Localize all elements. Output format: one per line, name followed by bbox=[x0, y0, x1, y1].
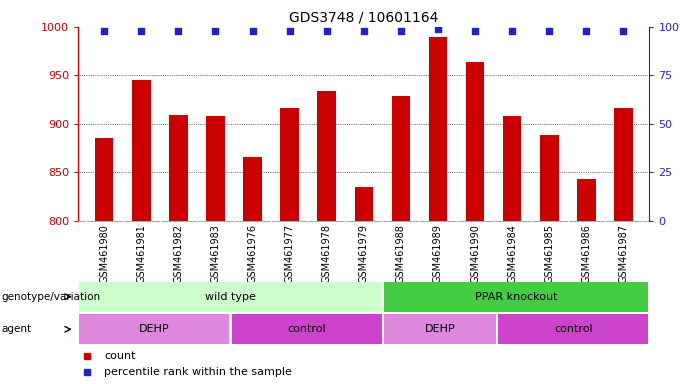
Text: GSM461990: GSM461990 bbox=[470, 224, 480, 283]
Bar bbox=[354, 187, 373, 221]
Text: DEHP: DEHP bbox=[139, 324, 170, 334]
Bar bbox=[577, 179, 596, 221]
Text: percentile rank within the sample: percentile rank within the sample bbox=[104, 366, 292, 377]
Text: GSM461986: GSM461986 bbox=[581, 224, 592, 283]
Title: GDS3748 / 10601164: GDS3748 / 10601164 bbox=[289, 10, 439, 24]
Bar bbox=[232, 314, 381, 344]
Text: agent: agent bbox=[1, 324, 31, 334]
Text: GSM461977: GSM461977 bbox=[285, 224, 294, 283]
Text: GSM461987: GSM461987 bbox=[618, 224, 628, 283]
Point bbox=[247, 28, 258, 34]
Text: GSM461985: GSM461985 bbox=[544, 224, 554, 283]
Text: count: count bbox=[104, 351, 135, 361]
Bar bbox=[206, 116, 224, 221]
Bar bbox=[384, 314, 496, 344]
Text: GSM461980: GSM461980 bbox=[99, 224, 109, 283]
Text: GSM461983: GSM461983 bbox=[210, 224, 220, 283]
Bar bbox=[384, 281, 648, 312]
Text: GSM461984: GSM461984 bbox=[507, 224, 517, 283]
Point bbox=[396, 28, 407, 34]
Text: control: control bbox=[288, 324, 326, 334]
Point bbox=[321, 28, 332, 34]
Bar bbox=[132, 80, 150, 221]
Bar bbox=[498, 314, 648, 344]
Bar bbox=[614, 108, 632, 221]
Point bbox=[284, 28, 295, 34]
Point bbox=[507, 28, 517, 34]
Text: GSM461982: GSM461982 bbox=[173, 224, 184, 283]
Bar bbox=[169, 115, 188, 221]
Text: GSM461981: GSM461981 bbox=[136, 224, 146, 283]
Bar bbox=[466, 62, 484, 221]
Text: GSM461978: GSM461978 bbox=[322, 224, 332, 283]
Bar bbox=[80, 314, 229, 344]
Bar bbox=[540, 136, 558, 221]
Bar bbox=[318, 91, 336, 221]
Text: genotype/variation: genotype/variation bbox=[1, 291, 101, 302]
Bar bbox=[280, 108, 299, 221]
Point bbox=[210, 28, 221, 34]
Bar bbox=[95, 138, 114, 221]
Text: GSM461979: GSM461979 bbox=[359, 224, 369, 283]
Bar bbox=[80, 281, 381, 312]
Text: control: control bbox=[554, 324, 592, 334]
Bar bbox=[428, 36, 447, 221]
Point bbox=[544, 28, 555, 34]
Point bbox=[470, 28, 481, 34]
Bar bbox=[503, 116, 522, 221]
Text: GSM461976: GSM461976 bbox=[248, 224, 258, 283]
Point bbox=[99, 28, 109, 34]
Text: DEHP: DEHP bbox=[424, 324, 456, 334]
Point bbox=[173, 28, 184, 34]
Point bbox=[618, 28, 629, 34]
Point bbox=[358, 28, 369, 34]
Text: wild type: wild type bbox=[205, 291, 256, 302]
Point bbox=[581, 28, 592, 34]
Point bbox=[136, 28, 147, 34]
Bar bbox=[392, 96, 410, 221]
Text: GSM461989: GSM461989 bbox=[433, 224, 443, 283]
Bar bbox=[243, 157, 262, 221]
Text: GSM461988: GSM461988 bbox=[396, 224, 406, 283]
Text: PPAR knockout: PPAR knockout bbox=[475, 291, 558, 302]
Point bbox=[432, 26, 443, 32]
